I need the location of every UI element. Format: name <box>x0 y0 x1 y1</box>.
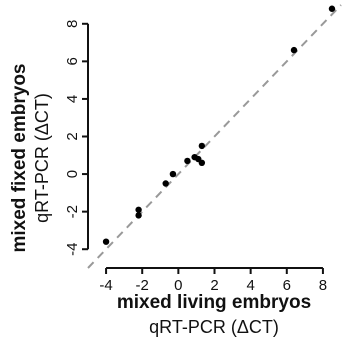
y-tick-label: 8 <box>64 20 81 28</box>
data-point <box>169 170 177 178</box>
data-point <box>198 142 206 150</box>
data-point <box>135 212 142 219</box>
y-tick-label: -4 <box>64 243 81 256</box>
x-tick-label: -4 <box>99 277 112 294</box>
y-tick-label: 2 <box>64 132 81 140</box>
y-tick-label: 0 <box>64 170 81 178</box>
x-axis-title: mixed living embryos <box>117 292 311 313</box>
x-tick-label: 2 <box>210 277 218 294</box>
x-tick-label: 8 <box>319 277 327 294</box>
data-point <box>328 5 336 12</box>
data-point <box>198 159 206 166</box>
y-tick-label: 6 <box>64 57 81 65</box>
x-tick-label: 4 <box>246 277 254 294</box>
y-tick-label: 4 <box>64 95 81 103</box>
y-tick-label: -2 <box>64 205 81 218</box>
data-point <box>184 157 191 165</box>
data-point <box>290 46 298 54</box>
data-point <box>102 238 110 245</box>
data-point <box>135 206 142 213</box>
x-axis-subtitle: qRT-PCR (ΔCT) <box>149 317 279 337</box>
x-axis-ticks: -4 -2 0 2 4 6 8 <box>99 268 327 294</box>
x-tick-label: 0 <box>174 277 182 294</box>
x-tick-label: 6 <box>283 277 291 294</box>
data-points <box>102 5 336 245</box>
x-tick-label: -2 <box>136 277 149 294</box>
y-axis-title: mixed fixed embryos <box>9 63 30 252</box>
y-axis-subtitle: qRT-PCR (ΔCT) <box>32 93 52 223</box>
identity-reference-line <box>87 4 342 269</box>
y-axis-ticks: -4 -2 0 2 4 6 8 <box>64 20 88 256</box>
data-point <box>162 180 169 187</box>
